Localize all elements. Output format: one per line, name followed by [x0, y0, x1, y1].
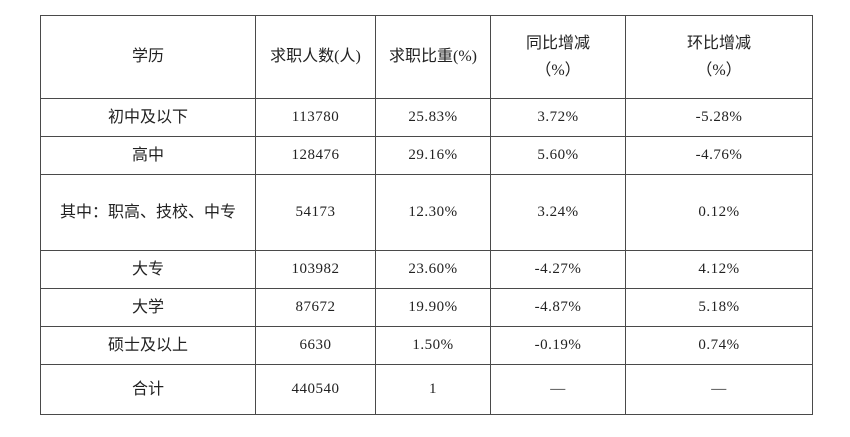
cell-ratio: 19.90% [375, 288, 491, 327]
cell-ratio: 23.60% [375, 250, 491, 289]
header-jobseeker-ratio: 求职比重(%) [375, 15, 491, 99]
cell-yoy: 5.60% [490, 136, 626, 175]
cell-yoy: -0.19% [490, 326, 626, 365]
table-row: 大专 103982 23.60% -4.27% 4.12% [40, 250, 813, 289]
cell-mom: -4.76% [625, 136, 813, 175]
cell-mom: — [625, 364, 813, 415]
cell-mom: 0.12% [625, 174, 813, 251]
row-label: 硕士及以上 [40, 326, 256, 365]
cell-ratio: 1 [375, 364, 491, 415]
table-row-total: 合计 440540 1 — — [40, 364, 813, 415]
cell-yoy: -4.27% [490, 250, 626, 289]
cell-count: 87672 [255, 288, 376, 327]
table-row: 硕士及以上 6630 1.50% -0.19% 0.74% [40, 326, 813, 365]
table-row: 高中 128476 29.16% 5.60% -4.76% [40, 136, 813, 175]
cell-count: 440540 [255, 364, 376, 415]
cell-ratio: 25.83% [375, 98, 491, 137]
header-education: 学历 [40, 15, 256, 99]
cell-yoy: — [490, 364, 626, 415]
header-mom-change: 环比增减 （%） [625, 15, 813, 99]
row-label: 合计 [40, 364, 256, 415]
cell-count: 54173 [255, 174, 376, 251]
cell-count: 128476 [255, 136, 376, 175]
table-row: 初中及以下 113780 25.83% 3.72% -5.28% [40, 98, 813, 137]
table-row: 大学 87672 19.90% -4.87% 5.18% [40, 288, 813, 327]
cell-count: 113780 [255, 98, 376, 137]
cell-ratio: 29.16% [375, 136, 491, 175]
cell-mom: 0.74% [625, 326, 813, 365]
cell-mom: 5.18% [625, 288, 813, 327]
header-yoy-change: 同比增减 （%） [490, 15, 626, 99]
header-row: 学历 求职人数(人) 求职比重(%) 同比增减 （%） 环比增减 （%） [40, 15, 813, 99]
cell-ratio: 12.30% [375, 174, 491, 251]
cell-count: 6630 [255, 326, 376, 365]
education-jobseeker-table: 学历 求职人数(人) 求职比重(%) 同比增减 （%） 环比增减 （%） 初中及… [40, 15, 813, 415]
row-label: 初中及以下 [40, 98, 256, 137]
cell-count: 103982 [255, 250, 376, 289]
cell-mom: 4.12% [625, 250, 813, 289]
table-row: 其中：职高、技校、中专 54173 12.30% 3.24% 0.12% [40, 174, 813, 251]
cell-yoy: 3.72% [490, 98, 626, 137]
education-jobseeker-table-container: 学历 求职人数(人) 求职比重(%) 同比增减 （%） 环比增减 （%） 初中及… [40, 15, 813, 415]
cell-yoy: 3.24% [490, 174, 626, 251]
row-label: 高中 [40, 136, 256, 175]
header-jobseeker-count: 求职人数(人) [255, 15, 376, 99]
cell-mom: -5.28% [625, 98, 813, 137]
row-label: 大专 [40, 250, 256, 289]
cell-ratio: 1.50% [375, 326, 491, 365]
row-label: 其中：职高、技校、中专 [40, 174, 256, 251]
cell-yoy: -4.87% [490, 288, 626, 327]
row-label: 大学 [40, 288, 256, 327]
